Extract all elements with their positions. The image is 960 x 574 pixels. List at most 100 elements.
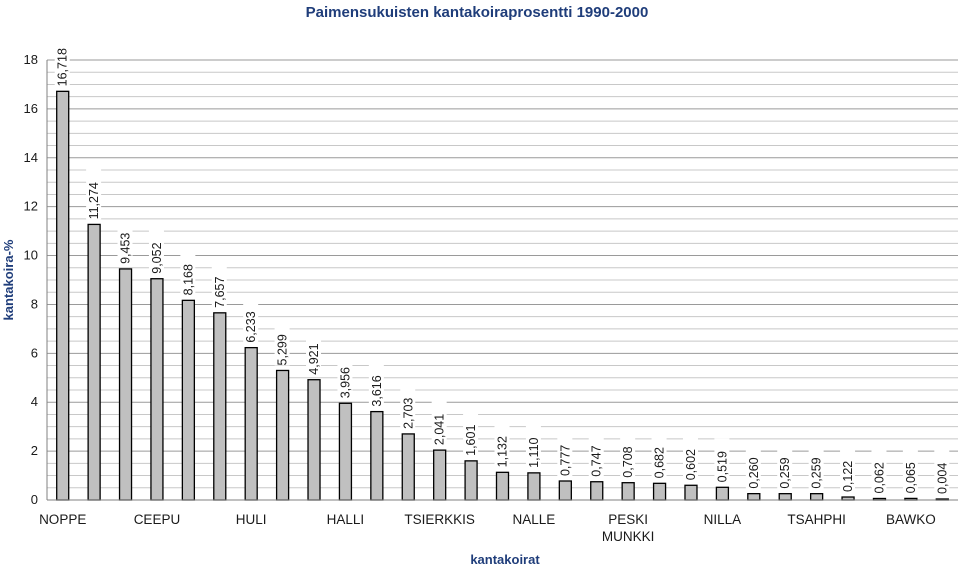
bar [307, 379, 321, 501]
value-label-bg [714, 438, 730, 483]
bar [275, 369, 290, 501]
value-label: 7,657 [213, 277, 227, 308]
category-label-line: NALLE [513, 512, 556, 527]
value-label-bg [620, 433, 636, 478]
y-tick-label: 8 [31, 296, 38, 311]
category-label: BAWKO [886, 512, 936, 527]
category-label-line: CEEPU [134, 512, 181, 527]
value-label: 1,601 [464, 425, 478, 456]
value-label-bg [840, 448, 856, 493]
value-label-bg [274, 321, 290, 366]
x-axis-label: kantakoirat [470, 552, 540, 567]
value-label-bg [431, 401, 447, 446]
category-label-line: TSAHPHI [787, 512, 846, 527]
bar [527, 472, 541, 501]
y-tick-label: 6 [31, 345, 38, 360]
value-label-bg [682, 436, 698, 481]
y-tick-label: 18 [24, 52, 38, 67]
bar [778, 493, 792, 501]
category-label-line: TSIERKKIS [404, 512, 475, 527]
value-label: 0,708 [621, 446, 635, 477]
value-label: 9,052 [150, 242, 164, 273]
value-label-bg [400, 384, 416, 429]
category-label-line: PESKI [608, 512, 648, 527]
bar [87, 223, 101, 501]
category-label: NOPPE [39, 512, 86, 527]
bar [590, 481, 604, 501]
value-label-bg [243, 298, 259, 343]
bar [621, 482, 635, 501]
value-label: 1,132 [496, 436, 510, 467]
bar [715, 486, 730, 501]
value-label-bg [368, 362, 384, 407]
value-label-bg [54, 35, 70, 87]
bar [118, 268, 133, 501]
value-label: 3,956 [338, 367, 352, 398]
bar [56, 90, 70, 501]
bar [684, 484, 698, 501]
category-label: NILLA [704, 512, 742, 527]
category-label: TSIERKKIS [404, 512, 475, 527]
value-label: 8,168 [181, 264, 195, 295]
category-label-line: NILLA [704, 512, 742, 527]
bar [181, 299, 196, 501]
y-tick-label: 2 [31, 443, 38, 458]
bar [150, 278, 164, 501]
category-label: CEEPU [134, 512, 181, 527]
value-label-bg [494, 423, 510, 468]
value-label-bg [808, 444, 824, 489]
value-label: 11,274 [87, 182, 101, 219]
category-label-line: MUNKKI [602, 529, 655, 544]
value-label-bg [337, 354, 353, 399]
category-label-line: HALLI [327, 512, 365, 527]
value-label: 0,062 [872, 462, 886, 493]
bar [464, 460, 478, 501]
value-label: 2,703 [401, 398, 415, 429]
category-label: NALLE [513, 512, 556, 527]
value-label-bg [934, 450, 950, 494]
category-label-line: HULI [236, 512, 267, 527]
value-label: 0,065 [904, 462, 918, 493]
bar [338, 402, 353, 501]
value-label: 0,602 [684, 449, 698, 480]
bar [370, 410, 384, 501]
bar [244, 346, 258, 501]
y-tick-label: 0 [31, 492, 38, 507]
value-label-bg [306, 330, 322, 375]
value-label-bg [902, 449, 918, 494]
value-label: 2,041 [433, 414, 447, 445]
bar [652, 482, 667, 501]
value-label: 0,519 [715, 451, 729, 482]
y-axis-label: kantakoira-% [1, 239, 16, 320]
bar [213, 312, 227, 501]
y-tick-label: 16 [24, 101, 38, 116]
value-label: 9,453 [119, 233, 133, 264]
bar [558, 480, 572, 501]
value-label-bg [463, 411, 479, 456]
bar [747, 492, 761, 501]
bar [401, 433, 415, 501]
value-label: 0,747 [590, 445, 604, 476]
value-label-bg [117, 219, 133, 264]
value-label: 1,110 [527, 437, 541, 467]
category-label: PESKI MUNKKI [602, 512, 655, 544]
value-label: 0,260 [747, 457, 761, 488]
bar [495, 471, 510, 501]
value-label-bg [871, 449, 887, 494]
value-label: 6,233 [244, 311, 258, 342]
value-label: 0,777 [558, 445, 572, 476]
chart-title: Paimensukuisten kantakoiraprosentti 1990… [306, 4, 649, 21]
value-label: 0,004 [935, 463, 949, 494]
y-tick-label: 4 [31, 394, 38, 409]
y-tick-label: 12 [24, 199, 38, 214]
value-label: 0,122 [841, 461, 855, 492]
category-label: TSAHPHI [787, 512, 846, 527]
category-label-line: BAWKO [886, 512, 936, 527]
bar [809, 493, 824, 501]
value-label-bg [525, 423, 541, 468]
category-label-line: NOPPE [39, 512, 86, 527]
value-label-bg [148, 229, 164, 274]
value-label: 0,259 [810, 457, 824, 488]
